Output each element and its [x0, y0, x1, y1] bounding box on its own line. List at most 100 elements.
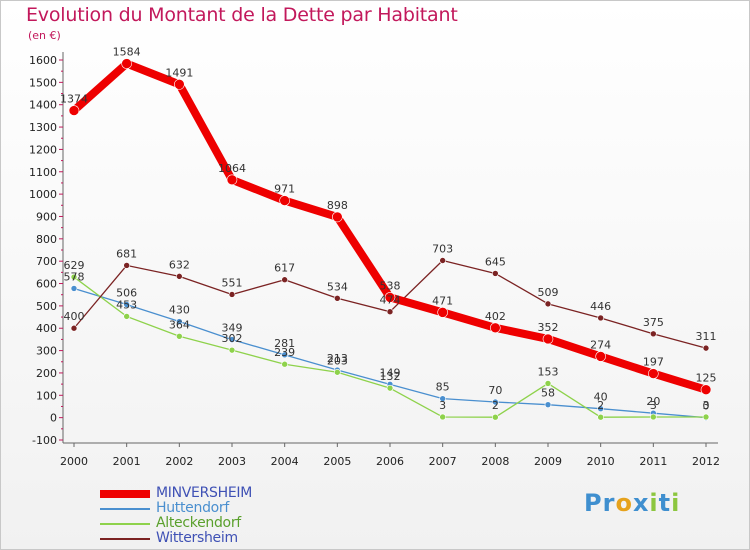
- data-point: [176, 318, 183, 325]
- series-line-minversheim: [70, 59, 710, 394]
- y-tick-label: 700: [36, 255, 57, 268]
- data-label: 3: [439, 399, 446, 412]
- data-label: 311: [696, 330, 717, 343]
- logo-letter: i: [649, 489, 659, 517]
- data-label: 453: [116, 298, 137, 311]
- data-label: 40: [594, 391, 608, 404]
- data-label: 153: [538, 365, 559, 378]
- data-label: 509: [538, 286, 559, 299]
- data-point: [544, 380, 552, 387]
- data-label: 534: [327, 280, 348, 293]
- data-point: [595, 351, 606, 362]
- data-point: [492, 270, 499, 277]
- x-tick-label: 2011: [639, 455, 667, 468]
- data-label: 302: [222, 332, 243, 345]
- logo-letter: P: [584, 489, 603, 517]
- logo-letter: o: [615, 489, 633, 517]
- data-label: 551: [222, 276, 243, 289]
- data-point: [439, 395, 446, 402]
- data-point: [70, 273, 78, 281]
- data-label: 149: [380, 366, 401, 379]
- data-label: 85: [436, 381, 450, 394]
- data-point: [334, 294, 341, 302]
- data-point: [228, 291, 236, 298]
- data-point: [544, 401, 552, 408]
- data-label: 125: [696, 372, 717, 385]
- data-label: 538: [380, 279, 401, 292]
- data-label: 2: [492, 399, 499, 412]
- y-tick-label: 1400: [29, 99, 57, 112]
- data-label: 197: [643, 356, 664, 369]
- data-point: [281, 276, 288, 284]
- data-label: 506: [116, 287, 137, 300]
- data-point: [281, 360, 288, 368]
- data-label: 446: [590, 300, 611, 313]
- data-label: 281: [274, 337, 295, 350]
- y-tick-label: 500: [36, 300, 57, 313]
- y-tick-label: -100: [32, 434, 57, 447]
- y-tick-label: 1200: [29, 143, 57, 156]
- data-point: [176, 332, 183, 340]
- data-label: 58: [541, 387, 555, 400]
- data-label: 239: [274, 346, 295, 359]
- x-tick-label: 2006: [376, 455, 404, 468]
- data-label: 203: [327, 354, 348, 367]
- y-tick-label: 400: [36, 322, 57, 335]
- data-label: 3: [650, 399, 657, 412]
- legend-label: Huttendorf: [156, 500, 230, 516]
- data-point: [492, 413, 499, 421]
- legend-label: Alteckendorf: [156, 515, 241, 531]
- data-point: [174, 79, 185, 90]
- data-point: [702, 413, 710, 421]
- chart-title: Evolution du Montant de la Dette par Hab…: [26, 4, 458, 26]
- data-label: 352: [538, 321, 559, 334]
- x-tick-label: 2000: [60, 455, 88, 468]
- data-label: 364: [169, 318, 190, 331]
- data-label: 274: [590, 338, 611, 351]
- x-tick-label: 2008: [481, 455, 509, 468]
- data-point: [597, 413, 604, 421]
- legend-item: MINVERSHEIM: [100, 485, 320, 501]
- data-label: 632: [169, 258, 190, 271]
- data-label: 430: [169, 304, 190, 317]
- data-point: [439, 257, 446, 264]
- y-tick-label: 300: [36, 345, 57, 358]
- data-label: 703: [432, 243, 453, 256]
- y-tick-label: 1500: [29, 76, 57, 89]
- data-point: [700, 384, 712, 396]
- data-point: [492, 398, 499, 406]
- logo-letter: r: [602, 489, 616, 517]
- y-tick-label: 100: [36, 389, 57, 402]
- proxiti-logo: Proxiti: [584, 489, 680, 517]
- x-tick-label: 2002: [165, 455, 193, 468]
- data-point: [542, 333, 554, 345]
- logo-letter: i: [671, 489, 681, 517]
- x-tick-label: 2003: [218, 455, 246, 468]
- data-point: [386, 384, 394, 392]
- data-point: [68, 105, 80, 116]
- data-label: 132: [380, 370, 401, 383]
- data-point: [386, 308, 394, 315]
- data-label: 1584: [113, 46, 141, 59]
- data-label: 70: [488, 384, 502, 397]
- y-tick-label: 1300: [29, 121, 57, 134]
- data-point: [121, 58, 132, 69]
- data-point: [597, 314, 604, 322]
- legend-label: Wittersheim: [156, 530, 238, 546]
- data-point: [70, 285, 78, 292]
- x-tick-label: 2009: [534, 455, 562, 468]
- y-tick-label: 800: [36, 233, 57, 246]
- data-label: 629: [64, 259, 85, 272]
- data-label: 681: [116, 247, 137, 260]
- x-tick-label: 2012: [692, 455, 720, 468]
- y-axis-unit-label: (en €): [28, 29, 61, 42]
- y-tick-label: 1600: [29, 54, 57, 67]
- data-point: [281, 351, 288, 359]
- data-label: 1374: [60, 93, 88, 106]
- data-label: 471: [432, 294, 453, 307]
- data-point: [490, 322, 501, 334]
- legend-item: Huttendorf: [100, 500, 320, 516]
- x-tick-label: 2010: [587, 455, 615, 468]
- data-point: [439, 413, 446, 421]
- data-point: [334, 368, 341, 376]
